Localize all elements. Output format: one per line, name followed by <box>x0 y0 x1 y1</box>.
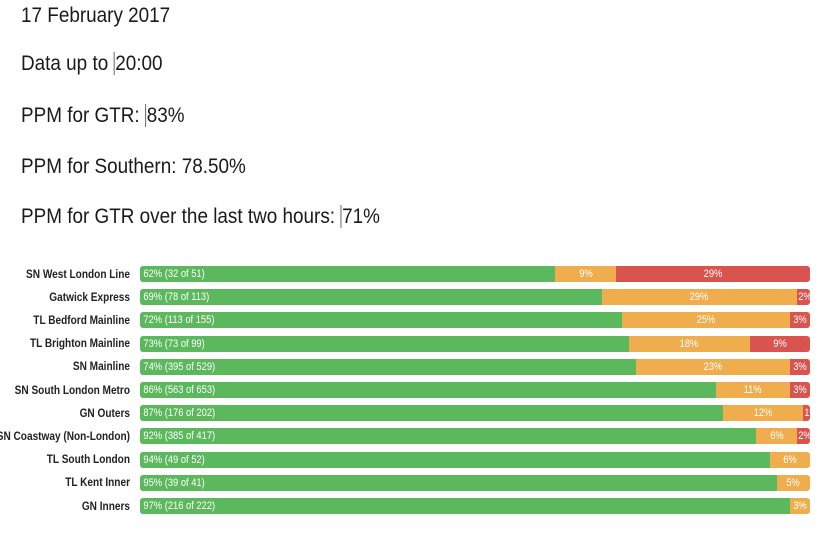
bar-row: 87% (176 of 202) 12% 1% <box>140 405 810 422</box>
ppm-stacked-bar-chart: SN West London Line 62% (32 of 51) 9% 29% Ga… <box>0 262 830 532</box>
late-segment: 29% <box>602 289 797 306</box>
data-up-to-label: Data up to <box>21 52 114 75</box>
on-time-segment: 95% (39 of 41) <box>140 474 777 491</box>
data-label: 87% (176 of 202) <box>143 407 216 420</box>
on-time-segment: 74% (395 of 529) <box>140 358 636 375</box>
data-up-to-line: Data up to 20:00 <box>21 52 163 76</box>
category-label: TL South London <box>46 452 130 467</box>
bar-row: 69% (78 of 113) 29% 2% <box>140 289 810 306</box>
data-label: 25% <box>696 314 716 327</box>
bar-row: 92% (385 of 417) 6% 2% <box>140 428 810 445</box>
on-time-segment: 87% (176 of 202) <box>140 405 723 422</box>
very-late-segment: 9% <box>749 335 810 352</box>
ppm-southern-line: PPM for Southern: 78.50% <box>21 155 246 179</box>
report-date-text: 17 February 2017 <box>21 4 171 27</box>
on-time-segment: 72% (113 of 155) <box>140 312 623 329</box>
data-label: 86% (563 of 653) <box>143 384 216 396</box>
data-label: 6% <box>783 453 797 466</box>
data-label: 74% (395 of 529) <box>143 360 216 373</box>
category-label: Gatwick Express <box>49 289 130 304</box>
data-label: 9% <box>578 268 593 280</box>
bar-row: 74% (395 of 529) 23% 3% <box>140 358 810 375</box>
bar-row: 62% (32 of 51) 9% 29% <box>140 266 810 282</box>
late-segment: 18% <box>629 335 750 352</box>
on-time-segment: 62% (32 of 51) <box>140 266 556 282</box>
on-time-segment: 94% (49 of 52) <box>140 451 770 468</box>
data-label: 5% <box>786 476 801 489</box>
late-segment: 9% <box>555 266 616 282</box>
on-time-segment: 97% (216 of 222) <box>140 498 790 514</box>
late-segment: 23% <box>635 358 790 375</box>
data-label: 11% <box>744 384 763 396</box>
data-label: 3% <box>793 500 807 512</box>
data-label: 29% <box>690 291 709 304</box>
data-label: 2% <box>797 430 810 443</box>
very-late-segment: 1% <box>803 405 810 422</box>
category-label: SN Coastway (Non-London) <box>0 428 130 443</box>
bar-row: 95% (39 of 41) 5% <box>140 474 810 491</box>
on-time-segment: 73% (73 of 99) <box>140 335 630 352</box>
data-label: 72% (113 of 155) <box>143 314 215 327</box>
very-late-segment: 29% <box>615 266 810 282</box>
category-label: TL Kent Inner <box>65 475 130 490</box>
bar-row: 72% (113 of 155) 25% 3% <box>140 312 810 329</box>
category-label: GN Outers <box>79 405 130 420</box>
data-label: 2% <box>797 291 810 304</box>
ppm-two-hours-label: PPM for GTR over the last two hours: <box>21 205 341 228</box>
ppm-gtr-value: 83% <box>144 104 185 127</box>
late-segment: 25% <box>622 312 790 329</box>
data-label: 62% (32 of 51) <box>143 268 205 280</box>
bar-row: 94% (49 of 52) 6% <box>140 451 810 468</box>
very-late-segment: 3% <box>789 312 810 329</box>
late-segment: 6% <box>756 428 797 445</box>
data-label: 1% <box>804 407 810 420</box>
bar-row: 86% (563 of 653) 11% 3% <box>140 382 810 398</box>
ppm-two-hours-line: PPM for GTR over the last two hours: 71% <box>21 205 380 229</box>
late-segment: 12% <box>722 405 804 422</box>
category-label: SN West London Line <box>26 266 130 281</box>
on-time-segment: 92% (385 of 417) <box>140 428 757 445</box>
very-late-segment: 2% <box>796 428 810 445</box>
data-label: 94% (49 of 52) <box>143 453 205 466</box>
very-late-segment: 3% <box>789 358 810 375</box>
late-segment: 11% <box>716 382 790 398</box>
category-label: TL Brighton Mainline <box>29 336 130 351</box>
ppm-gtr-label: PPM for GTR: <box>21 104 145 127</box>
data-label: 97% (216 of 222) <box>143 500 216 512</box>
data-up-to-value: 20:00 <box>113 52 163 75</box>
data-label: 12% <box>753 407 773 420</box>
category-label: SN South London Metro <box>14 382 130 397</box>
data-label: 95% (39 of 41) <box>143 476 205 489</box>
data-label: 18% <box>680 337 699 350</box>
data-label: 23% <box>703 360 723 373</box>
very-late-segment: 3% <box>789 382 810 398</box>
data-label: 6% <box>769 430 784 443</box>
bar-row: 97% (216 of 222) 3% <box>140 498 810 514</box>
very-late-segment: 2% <box>796 289 810 306</box>
ppm-southern-text: PPM for Southern: 78.50% <box>21 155 246 178</box>
data-label: 73% (73 of 99) <box>143 337 205 350</box>
category-label: GN Inners <box>81 498 130 513</box>
data-label: 9% <box>773 337 787 350</box>
ppm-two-hours-value: 71% <box>340 205 380 228</box>
report-date: 17 February 2017 <box>21 4 170 28</box>
data-label: 3% <box>793 360 807 373</box>
category-label: SN Mainline <box>72 359 130 374</box>
data-label: 3% <box>793 384 807 396</box>
ppm-gtr-line: PPM for GTR: 83% <box>21 104 185 128</box>
late-segment: 3% <box>789 498 810 514</box>
on-time-segment: 86% (563 of 653) <box>140 382 717 398</box>
data-label: 69% (78 of 113) <box>143 291 210 304</box>
late-segment: 6% <box>769 451 810 468</box>
on-time-segment: 69% (78 of 113) <box>140 289 603 306</box>
late-segment: 5% <box>776 474 810 491</box>
data-label: 92% (385 of 417) <box>143 430 216 443</box>
data-label: 3% <box>793 314 807 327</box>
category-label: TL Bedford Mainline <box>33 312 131 327</box>
bar-row: 73% (73 of 99) 18% 9% <box>140 335 810 352</box>
data-label: 29% <box>703 268 723 280</box>
